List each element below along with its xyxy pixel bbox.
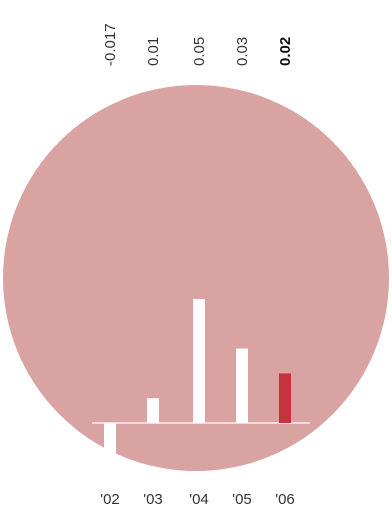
value-label-3: 0.03 — [234, 37, 251, 66]
category-label-1: '03 — [143, 491, 163, 508]
category-label-2: '04 — [189, 491, 209, 508]
category-label-0: '02 — [100, 491, 120, 508]
value-label-2: 0.05 — [191, 37, 208, 66]
value-label-0: -0.017 — [102, 23, 119, 66]
bar-3 — [236, 348, 248, 423]
bar-0 — [104, 423, 116, 466]
bar-1 — [147, 398, 159, 423]
value-label-4: 0.02 — [277, 37, 294, 66]
background-circle — [3, 85, 389, 471]
value-label-1: 0.01 — [145, 37, 162, 66]
category-label-3: '05 — [232, 491, 252, 508]
bar-2 — [193, 299, 205, 423]
bar-4 — [279, 373, 291, 423]
category-label-4: '06 — [275, 491, 295, 508]
